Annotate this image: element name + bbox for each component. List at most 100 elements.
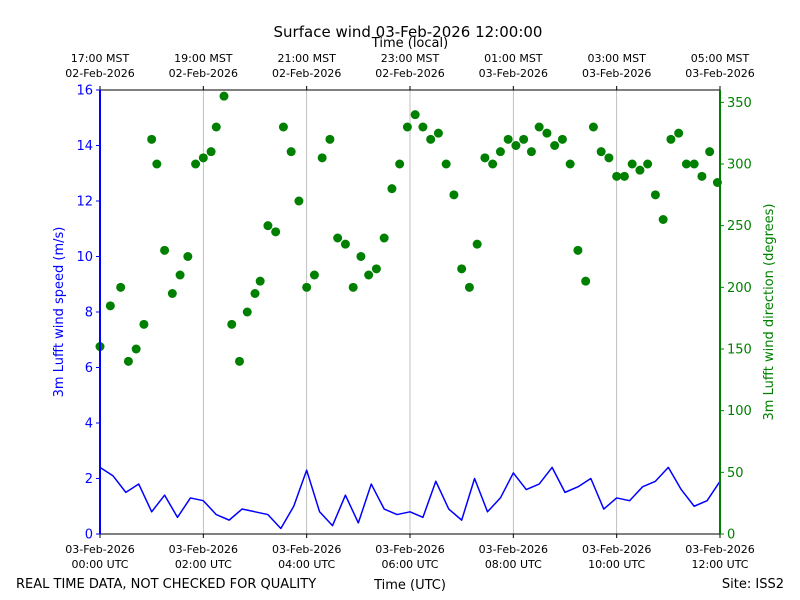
wind-direction-point <box>472 239 482 249</box>
wind-direction-point <box>635 165 645 175</box>
wind-direction-point <box>286 147 296 157</box>
right-axis-label: 3m Lufft wind direction (degrees) <box>762 204 777 421</box>
wind-direction-point <box>402 122 412 132</box>
wind-direction-point <box>333 233 343 243</box>
wind-direction-point <box>495 147 505 157</box>
bottom-tick-date-label: 03-Feb-2026 <box>169 543 238 556</box>
wind-direction-point <box>488 159 498 169</box>
bottom-tick-date-label: 03-Feb-2026 <box>272 543 341 556</box>
wind-direction-point <box>364 270 374 280</box>
right-tick-label: 100 <box>727 404 752 419</box>
wind-direction-point <box>480 153 490 163</box>
wind-direction-point <box>526 147 536 157</box>
chart-title: Surface wind 03-Feb-2026 12:00:00 <box>274 23 543 41</box>
top-tick-date-label: 03-Feb-2026 <box>479 67 548 80</box>
bottom-tick-date-label: 03-Feb-2026 <box>479 543 548 556</box>
wind-direction-point <box>464 282 474 292</box>
wind-direction-point <box>379 233 389 243</box>
wind-direction-point <box>242 307 252 317</box>
wind-direction-point <box>612 171 622 181</box>
bottom-tick-time-label: 06:00 UTC <box>381 558 438 571</box>
wind-direction-point <box>211 122 221 132</box>
speed-series <box>99 466 721 530</box>
bottom-tick-time-label: 08:00 UTC <box>485 558 542 571</box>
bottom-tick-time-label: 04:00 UTC <box>278 558 335 571</box>
wind-direction-point <box>418 122 428 132</box>
left-tick-label: 14 <box>76 139 93 154</box>
wind-direction-point <box>581 276 591 286</box>
left-tick-label: 8 <box>85 306 93 321</box>
wind-direction-point <box>325 134 335 144</box>
bottom-tick-date-label: 03-Feb-2026 <box>65 543 134 556</box>
wind-direction-point <box>309 270 319 280</box>
right-tick-label: 300 <box>727 158 752 173</box>
wind-direction-point <box>235 356 244 366</box>
wind-direction-point <box>147 134 157 144</box>
wind-direction-point <box>160 245 170 255</box>
wind-direction-point <box>139 319 149 329</box>
wind-direction-point <box>206 147 216 157</box>
wind-direction-point <box>250 289 260 298</box>
wind-direction-point <box>426 134 436 144</box>
quality-notice: REAL TIME DATA, NOT CHECKED FOR QUALITY <box>16 577 316 592</box>
wind-direction-point <box>573 245 583 255</box>
top-tick-date-label: 02-Feb-2026 <box>65 67 134 80</box>
bottom-tick-date-label: 03-Feb-2026 <box>685 543 754 556</box>
bottom-tick-time-label: 12:00 UTC <box>691 558 748 571</box>
left-tick-label: 2 <box>85 472 93 487</box>
top-tick-time-label: 23:00 MST <box>381 52 440 65</box>
wind-direction-point <box>674 128 684 138</box>
top-tick-time-label: 05:00 MST <box>691 52 750 65</box>
wind-direction-point <box>705 147 715 157</box>
wind-direction-point <box>371 264 381 274</box>
left-tick-label: 10 <box>76 250 93 265</box>
top-axis-label: Time (local) <box>371 36 448 51</box>
wind-direction-point <box>689 159 699 169</box>
wind-direction-point <box>395 159 405 169</box>
site-label: Site: ISS2 <box>722 577 784 592</box>
left-tick-label: 4 <box>85 417 93 432</box>
wind-direction-point <box>604 153 614 163</box>
wind-direction-point <box>627 159 637 169</box>
wind-direction-point <box>348 282 358 292</box>
wind-direction-point <box>557 134 567 144</box>
top-tick-date-label: 02-Feb-2026 <box>272 67 341 80</box>
wind-direction-point <box>227 319 237 329</box>
wind-direction-point <box>643 159 653 169</box>
left-axis-label: 3m Lufft wind speed (m/s) <box>52 227 67 398</box>
wind-direction-point <box>565 159 575 169</box>
right-tick-label: 350 <box>727 96 752 111</box>
wind-direction-point <box>152 159 162 169</box>
wind-direction-point <box>302 282 312 292</box>
direction-series <box>95 91 722 366</box>
wind-direction-point <box>123 356 133 366</box>
wind-direction-point <box>198 153 208 163</box>
bottom-tick-time-label: 02:00 UTC <box>175 558 232 571</box>
bottom-tick-date-label: 03-Feb-2026 <box>375 543 444 556</box>
right-tick-label: 200 <box>727 281 752 296</box>
top-tick-time-label: 21:00 MST <box>277 52 336 65</box>
wind-direction-point <box>666 134 676 144</box>
wind-direction-point <box>116 282 126 292</box>
wind-direction-point <box>697 171 707 181</box>
top-tick-time-label: 19:00 MST <box>174 52 233 65</box>
wind-direction-point <box>511 141 521 150</box>
wind-speed-line <box>99 466 721 530</box>
wind-direction-point <box>263 221 273 231</box>
wind-direction-point <box>183 252 193 261</box>
wind-direction-point <box>219 91 229 101</box>
bottom-tick-time-label: 10:00 UTC <box>588 558 645 571</box>
wind-direction-point <box>588 122 598 132</box>
wind-direction-point <box>650 190 660 200</box>
wind-direction-point <box>167 289 177 298</box>
top-tick-date-label: 02-Feb-2026 <box>169 67 238 80</box>
top-tick-time-label: 01:00 MST <box>484 52 543 65</box>
grid-layer <box>202 90 618 534</box>
top-tick-time-label: 17:00 MST <box>71 52 130 65</box>
right-tick-label: 150 <box>727 343 752 358</box>
wind-direction-point <box>441 159 451 169</box>
wind-direction-point <box>271 227 281 237</box>
wind-direction-point <box>433 128 443 138</box>
top-tick-time-label: 03:00 MST <box>587 52 646 65</box>
